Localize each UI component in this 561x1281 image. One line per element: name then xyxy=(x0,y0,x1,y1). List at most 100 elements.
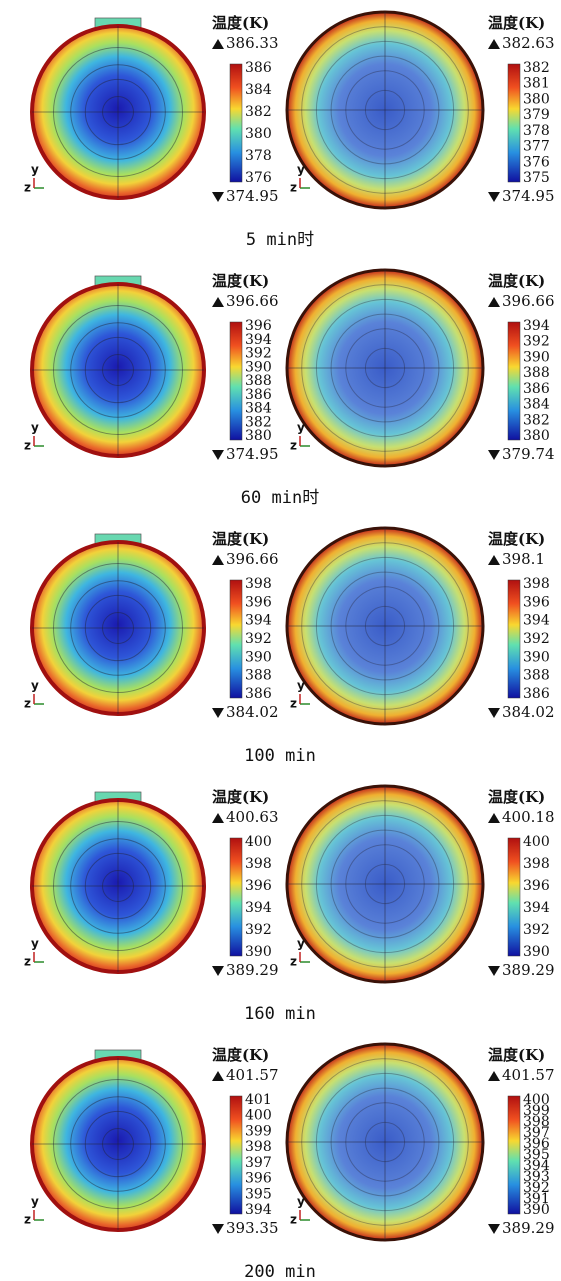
colorbar-tick-label: 390 xyxy=(523,1202,550,1218)
axis-label: y xyxy=(297,421,305,435)
colorbar-tick-label: 390 xyxy=(245,649,272,665)
max-marker xyxy=(488,555,500,565)
axis-label: z xyxy=(24,955,31,969)
min-value: 384.02 xyxy=(226,703,279,721)
max-value: 386.33 xyxy=(226,34,279,52)
max-marker xyxy=(212,813,224,823)
min-marker xyxy=(488,192,500,202)
colorbar xyxy=(508,838,520,956)
min-value: 374.95 xyxy=(226,445,279,463)
max-value: 401.57 xyxy=(502,1066,555,1084)
axis-label: y xyxy=(31,937,39,951)
axis-label: z xyxy=(24,697,31,711)
colorbar-tick-label: 386 xyxy=(245,60,272,76)
min-value: 389.29 xyxy=(226,961,279,979)
colorbar-tick-label: 380 xyxy=(245,126,272,142)
min-marker xyxy=(488,708,500,718)
colorbar-title: 温度(K) xyxy=(488,788,545,806)
colorbar-tick-label: 394 xyxy=(245,900,272,916)
colorbar-tick-label: 396 xyxy=(523,594,550,610)
colorbar xyxy=(508,1096,520,1214)
colorbar-tick-label: 382 xyxy=(523,60,550,76)
colorbar xyxy=(230,580,242,698)
colorbar-tick-label: 375 xyxy=(523,170,550,186)
max-marker xyxy=(212,1071,224,1081)
axis-label: y xyxy=(297,163,305,177)
colorbar-title: 温度(K) xyxy=(212,14,269,32)
min-marker xyxy=(488,1224,500,1234)
axis-label: y xyxy=(31,421,39,435)
axis-label: y xyxy=(31,679,39,693)
colorbar-tick-label: 381 xyxy=(523,76,550,92)
colorbar-tick-label: 398 xyxy=(245,576,272,592)
colorbar-tick-label: 384 xyxy=(245,82,272,98)
min-marker xyxy=(488,966,500,976)
colorbar-tick-label: 382 xyxy=(245,104,272,120)
caption: 160 min xyxy=(244,1004,316,1024)
max-value: 382.63 xyxy=(502,34,555,52)
max-marker xyxy=(212,39,224,49)
min-value: 393.35 xyxy=(226,1219,279,1237)
colorbar-tick-label: 392 xyxy=(523,631,550,647)
max-marker xyxy=(212,297,224,307)
axis-label: y xyxy=(297,1195,305,1209)
colorbar-tick-label: 386 xyxy=(245,686,272,702)
min-value: 379.74 xyxy=(502,445,555,463)
axis-label: z xyxy=(290,697,297,711)
axis-label: y xyxy=(297,679,305,693)
axis-label: z xyxy=(290,955,297,969)
colorbar xyxy=(508,64,520,182)
axis-label: z xyxy=(24,439,31,453)
colorbar-tick-label: 382 xyxy=(523,412,550,428)
min-value: 389.29 xyxy=(502,1219,555,1237)
colorbar-tick-label: 394 xyxy=(245,613,272,629)
colorbar-tick-label: 392 xyxy=(523,334,550,350)
colorbar-tick-label: 390 xyxy=(245,944,272,960)
colorbar-tick-label: 400 xyxy=(245,1108,272,1124)
colorbar xyxy=(508,580,520,698)
colorbar-tick-label: 396 xyxy=(245,1171,272,1187)
colorbar-tick-label: 386 xyxy=(523,686,550,702)
max-value: 401.57 xyxy=(226,1066,279,1084)
colorbar-tick-label: 378 xyxy=(523,123,550,139)
axis-label: y xyxy=(297,937,305,951)
max-value: 398.1 xyxy=(502,550,545,568)
min-marker xyxy=(212,1224,224,1234)
max-marker xyxy=(212,555,224,565)
colorbar xyxy=(508,322,520,440)
min-value: 374.95 xyxy=(226,187,279,205)
colorbar-tick-label: 401 xyxy=(245,1092,272,1108)
colorbar-tick-label: 390 xyxy=(523,649,550,665)
max-marker xyxy=(488,39,500,49)
colorbar-tick-label: 390 xyxy=(523,944,550,960)
colorbar-tick-label: 399 xyxy=(245,1123,272,1139)
axis-label: z xyxy=(290,1213,297,1227)
colorbar-title: 温度(K) xyxy=(212,1046,269,1064)
axis-label: z xyxy=(24,1213,31,1227)
caption: 200 min xyxy=(244,1262,316,1281)
min-value: 374.95 xyxy=(502,187,555,205)
colorbar-tick-label: 394 xyxy=(523,900,550,916)
colorbar xyxy=(230,838,242,956)
min-marker xyxy=(212,450,224,460)
colorbar-tick-label: 377 xyxy=(523,139,550,155)
colorbar-tick-label: 394 xyxy=(523,613,550,629)
colorbar-tick-label: 398 xyxy=(523,576,550,592)
colorbar-title: 温度(K) xyxy=(488,272,545,290)
colorbar-tick-label: 386 xyxy=(523,381,550,397)
max-value: 396.66 xyxy=(502,292,555,310)
colorbar xyxy=(230,1096,242,1214)
colorbar-tick-label: 394 xyxy=(245,1202,272,1218)
colorbar-tick-label: 378 xyxy=(245,148,272,164)
max-marker xyxy=(488,813,500,823)
colorbar-tick-label: 400 xyxy=(523,834,550,850)
axis-label: y xyxy=(31,1195,39,1209)
min-marker xyxy=(212,966,224,976)
colorbar-tick-label: 384 xyxy=(523,397,550,413)
max-value: 396.66 xyxy=(226,292,279,310)
colorbar-tick-label: 380 xyxy=(523,428,550,444)
max-value: 400.18 xyxy=(502,808,555,826)
colorbar-title: 温度(K) xyxy=(212,788,269,806)
min-marker xyxy=(212,708,224,718)
axis-label: z xyxy=(290,439,297,453)
